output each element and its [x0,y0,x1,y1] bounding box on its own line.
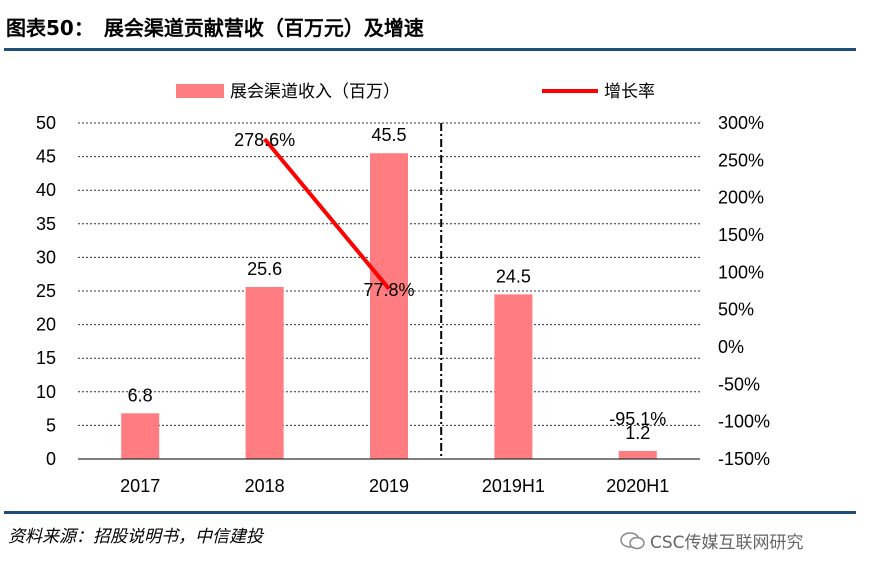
y-right-tick-label: 100% [718,262,764,282]
bar [370,153,408,459]
growth-line [263,137,391,291]
growth-line-segment [263,137,391,291]
y-left-tick-label: 30 [36,247,56,267]
y-left-tick-label: 15 [36,348,56,368]
y-left-tick-label: 5 [46,415,56,435]
y-right-tick-label: 200% [718,188,764,208]
y-right-tick-label: -50% [718,374,760,394]
y-right-tick-label: 300% [718,113,764,133]
x-tick-label: 2019 [369,476,409,496]
x-tick-label: 2019H1 [482,476,545,496]
legend-label-bar: 展会渠道收入（百万） [230,82,400,101]
bar-value-label: 45.5 [371,125,406,145]
y-left-tick-label: 40 [36,180,56,200]
watermark-text: CSC传媒互联网研究 [650,533,804,553]
y-right-tick-label: -150% [718,449,770,469]
figure-number: 图表50： [6,16,94,40]
data-labels: 6.8 25.6 45.5 24.5 1.2 278.6% 77.8% -95.1% [128,125,667,443]
x-tick-label: 2018 [245,476,285,496]
bottom-rule [4,511,856,514]
chart-title: 图表50： 展会渠道贡献营收（百万元）及增速 [6,12,424,41]
y-right-tick-label: -100% [718,412,770,432]
axes: 0 5 10 15 20 25 30 35 40 45 50 -150% -100% -50% 0% 50% 1… [36,113,770,496]
bar-value-label: 25.6 [247,259,282,279]
y-right-tick-label: 0% [718,337,744,357]
growth-point-label: -95.1% [609,409,666,429]
watermark: CSC传媒互联网研究 [620,528,804,553]
figure-title: 展会渠道贡献营收（百万元）及增速 [103,16,424,40]
bar-value-label: 6.8 [128,385,153,405]
bar-value-label: 1.2 [625,423,650,443]
growth-point-label: 77.8% [363,280,414,300]
y-left-tick-label: 0 [46,449,56,469]
x-tick-label: 2017 [120,476,160,496]
top-rule [4,48,856,51]
growth-point-label: 278.6% [234,130,295,150]
y-left-tick-label: 35 [36,214,56,234]
y-right-tick-label: 250% [718,150,764,170]
wechat-icon [620,531,645,549]
source-note: 资料来源：招股说明书，中信建投 [8,527,263,547]
chart: 展会渠道收入（百万） 增长率 6.8 25.6 45.5 24.5 1.2 278.6% 7… [36,82,770,496]
bar [494,294,533,459]
x-tick-label: 2020H1 [606,476,669,496]
legend: 展会渠道收入（百万） 增长率 [176,82,655,101]
bars [121,153,657,459]
bar [618,450,657,459]
y-left-tick-label: 50 [36,113,56,133]
bar-value-label: 24.5 [496,266,531,286]
y-left-tick-label: 10 [36,382,56,402]
y-right-tick-label: 50% [718,300,754,320]
y-left-tick-label: 45 [36,147,56,167]
legend-swatch-bar [176,84,224,98]
y-right-tick-label: 150% [718,225,764,245]
y-left-tick-label: 20 [36,315,56,335]
y-left-tick-label: 25 [36,281,56,301]
bar [245,286,284,459]
legend-label-line: 增长率 [604,82,655,101]
bar [121,413,160,459]
